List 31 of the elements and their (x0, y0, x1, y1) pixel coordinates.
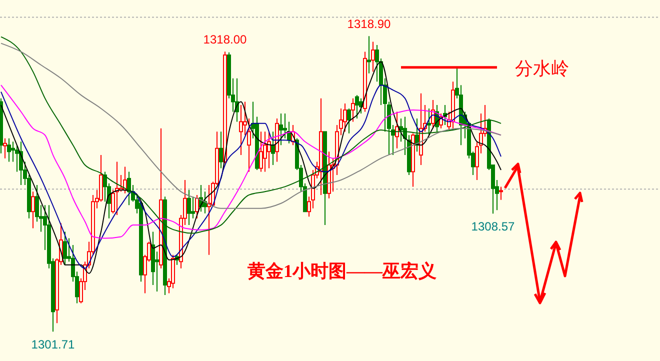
ref-line-label: 分水岭 (515, 58, 569, 78)
candlestick (263, 131, 267, 172)
candlestick (343, 102, 347, 132)
candlestick (187, 189, 191, 226)
candlestick (267, 131, 271, 169)
candlestick (271, 131, 275, 166)
text: 黄金1小时图——巫宏义 (246, 261, 436, 281)
candlestick (195, 194, 199, 219)
candlestick (7, 138, 11, 162)
candlestick (367, 36, 371, 74)
candlestick (15, 144, 19, 172)
candlestick (355, 94, 359, 119)
candlestick (191, 196, 195, 219)
candlestick (259, 131, 263, 172)
candlestick (127, 171, 131, 206)
candlestick (499, 186, 503, 200)
candlestick (19, 141, 23, 186)
candlestick (371, 41, 375, 72)
candlestick (347, 108, 351, 134)
candlestick (63, 231, 67, 266)
annotation: 1301.71 (31, 338, 76, 352)
candlestick (219, 131, 223, 169)
annotation: 1318.90 (347, 17, 392, 32)
candlestick (3, 138, 7, 159)
candlestick (239, 104, 243, 156)
annotation: 1318.00 (203, 32, 248, 47)
candlestick (351, 98, 355, 122)
candlestick (279, 112, 283, 146)
candlestick (427, 108, 431, 136)
candlestick (31, 191, 35, 229)
annotation: 1308.57 (471, 220, 516, 234)
